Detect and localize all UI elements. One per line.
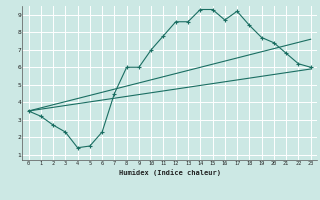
X-axis label: Humidex (Indice chaleur): Humidex (Indice chaleur) bbox=[119, 169, 220, 176]
